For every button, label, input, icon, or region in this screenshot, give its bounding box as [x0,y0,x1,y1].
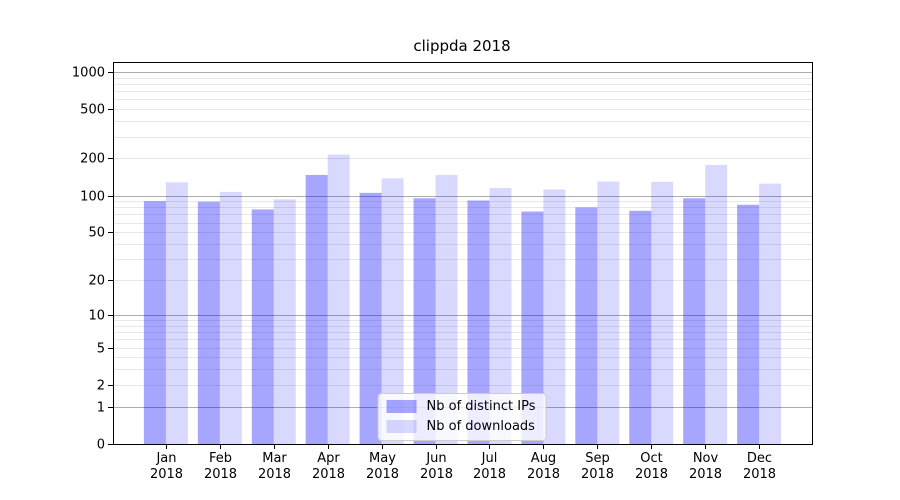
y-tick-label: 5 [96,341,105,356]
legend-swatch-distinct-ips [386,400,417,413]
x-tick-label-dec: Dec 2018 [742,451,777,482]
bar-downloads-jun [435,174,458,444]
legend-label: Nb of distinct IPs [426,399,536,414]
legend-row: Nb of downloads [386,419,536,434]
y-tick-label: 1000 [71,65,105,80]
y-tick-label: 10 [88,308,105,323]
bar-ips-jun [413,198,436,444]
bar-ips-oct [629,210,652,444]
axes-spines [113,62,813,445]
y-tick-label: 500 [80,102,105,117]
bar-downloads-sep [597,181,620,444]
bar-downloads-aug [543,189,566,444]
bar-ips-apr [305,174,328,444]
y-tick-label: 50 [88,225,105,240]
bar-downloads-nov [705,164,728,445]
bar-downloads-apr [327,154,350,444]
bar-downloads-dec [759,183,782,444]
legend-row: Nb of distinct IPs [386,399,536,414]
legend-swatch-downloads [386,420,417,433]
x-tick-label-jan: Jan 2018 [149,451,184,482]
bar-ips-aug [521,211,544,444]
x-tick-label-may: May 2018 [365,451,400,482]
bar-ips-jul [467,200,490,444]
x-tick-label-feb: Feb 2018 [203,451,238,482]
bar-ips-nov [683,198,706,444]
y-tick-label: 100 [80,189,105,204]
bar-downloads-jan [165,182,188,444]
y-tick-label: 1 [96,400,105,415]
x-tick-label-mar: Mar 2018 [257,451,292,482]
bar-ips-jan [143,201,166,444]
y-tick-label: 0 [96,437,105,452]
x-tick-label-nov: Nov 2018 [688,451,723,482]
bar-downloads-oct [651,181,674,445]
bar-ips-mar [251,209,274,444]
x-tick-label-jul: Jul 2018 [472,451,507,482]
bar-ips-dec [737,204,760,444]
bar-ips-may [359,192,382,444]
bar-downloads-jul [489,188,512,444]
y-tick-label: 200 [80,151,105,166]
x-tick-label-sep: Sep 2018 [580,451,615,482]
legend: Nb of distinct IPs Nb of downloads [377,393,547,441]
bar-downloads-mar [273,199,296,444]
x-tick-label-aug: Aug 2018 [526,451,561,482]
bar-downloads-feb [219,191,242,444]
x-tick-label-apr: Apr 2018 [311,451,346,482]
y-tick-label: 2 [96,378,105,393]
bar-ips-feb [197,201,220,444]
legend-label: Nb of downloads [426,419,535,434]
y-tick-label: 20 [88,273,105,288]
chart-title: clippda 2018 [413,37,511,55]
x-tick-label-jun: Jun 2018 [419,451,454,482]
bar-downloads-may [381,178,404,444]
x-tick-label-oct: Oct 2018 [634,451,669,482]
bar-ips-sep [575,207,598,444]
